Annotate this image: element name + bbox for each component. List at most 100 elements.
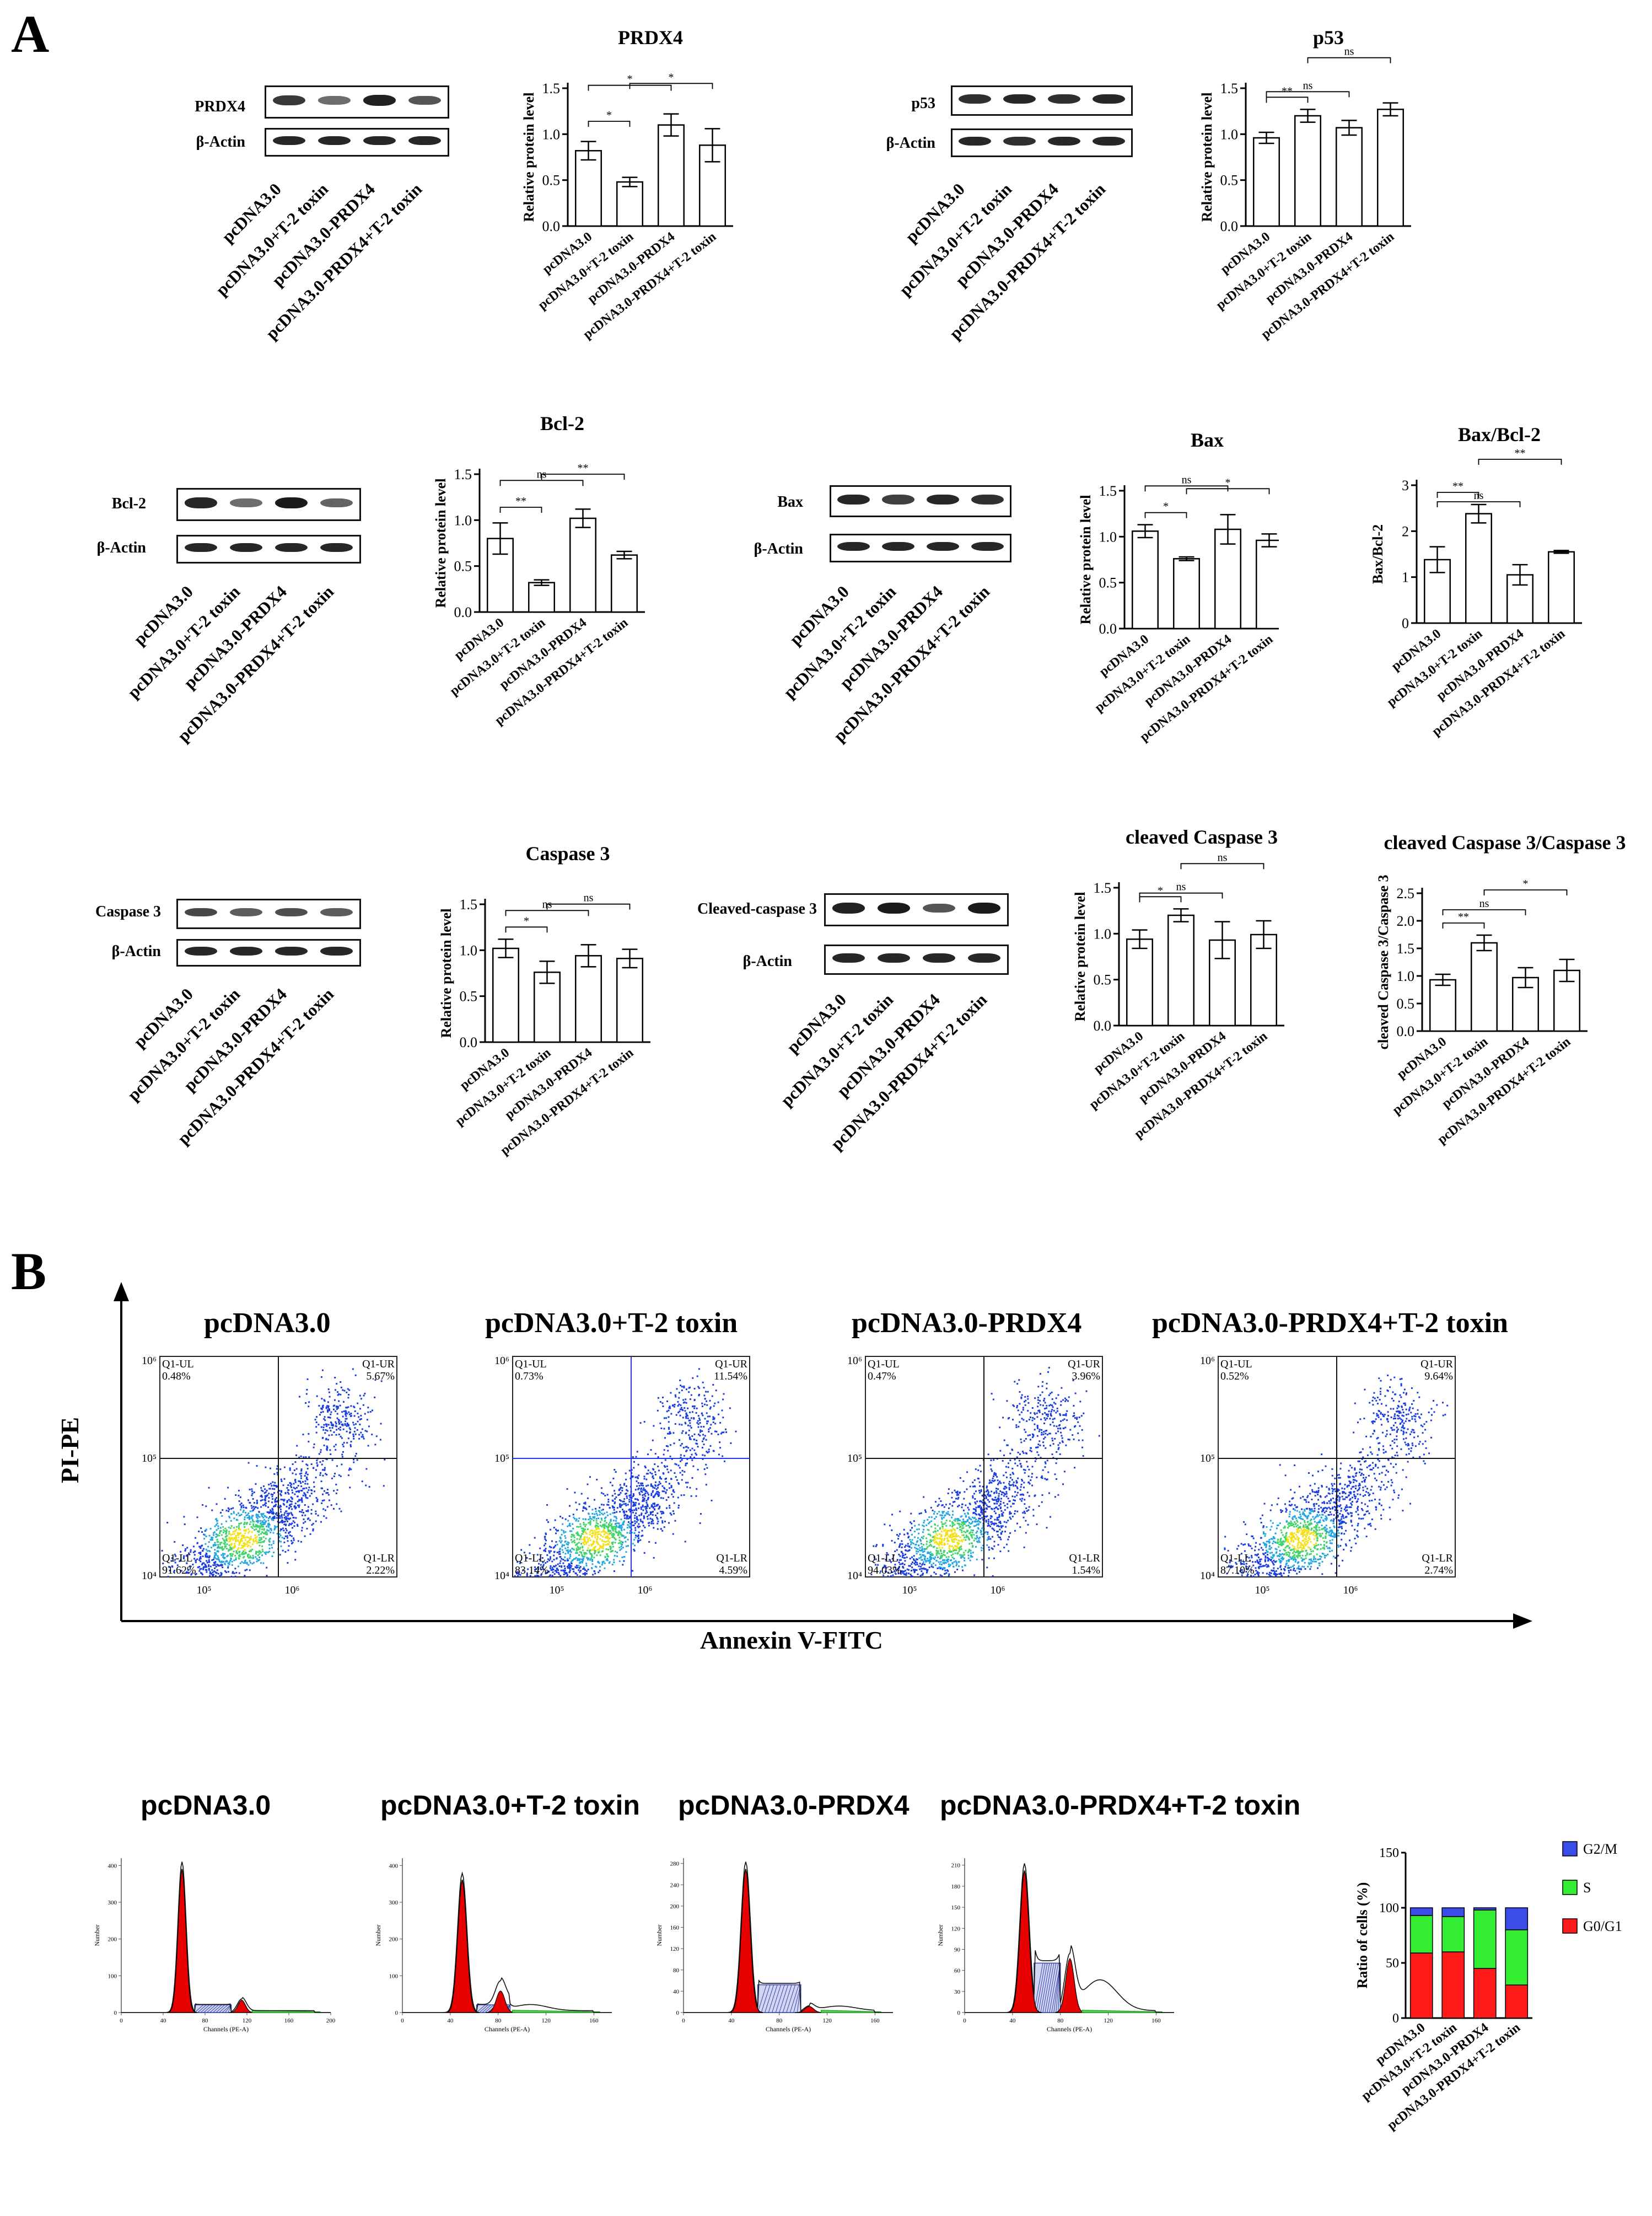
event-dot	[1029, 1439, 1031, 1441]
event-dot	[654, 1471, 657, 1473]
event-dot	[907, 1537, 910, 1538]
event-dot	[619, 1484, 621, 1486]
event-dot	[324, 1490, 325, 1492]
y-axis-label: cleaved Caspase 3/Caspase 3	[1375, 874, 1391, 1049]
blot-band	[1048, 136, 1080, 146]
event-dot	[618, 1539, 621, 1542]
event-dot	[202, 1504, 204, 1506]
event-dot	[1068, 1396, 1070, 1398]
event-dot	[680, 1454, 682, 1456]
event-dot	[951, 1539, 953, 1542]
event-dot	[544, 1536, 546, 1538]
event-dot	[245, 1536, 247, 1538]
event-dot	[333, 1404, 336, 1407]
event-dot	[534, 1569, 536, 1571]
event-dot	[651, 1511, 653, 1514]
event-dot	[612, 1512, 614, 1514]
event-dot	[539, 1558, 541, 1560]
event-dot	[691, 1477, 693, 1479]
event-dot	[272, 1532, 275, 1534]
event-dot	[579, 1525, 582, 1527]
event-dot	[995, 1474, 997, 1476]
event-dot	[585, 1573, 588, 1575]
event-dot	[620, 1546, 622, 1548]
event-dot	[293, 1487, 295, 1489]
event-dot	[962, 1509, 965, 1511]
event-dot	[951, 1545, 954, 1547]
event-dot	[670, 1413, 672, 1415]
event-dot	[615, 1525, 617, 1527]
event-dot	[559, 1562, 561, 1564]
event-dot	[645, 1510, 648, 1512]
event-dot	[1065, 1414, 1067, 1416]
y-tick-label: 1.5	[460, 897, 478, 913]
event-dot	[1034, 1413, 1036, 1415]
event-dot	[272, 1511, 275, 1513]
event-dot	[342, 1415, 344, 1418]
event-dot	[1042, 1433, 1045, 1435]
event-dot	[586, 1570, 588, 1572]
event-dot	[250, 1526, 252, 1528]
event-dot	[991, 1516, 993, 1518]
event-dot	[964, 1521, 966, 1523]
event-dot	[1057, 1410, 1059, 1412]
event-dot	[955, 1538, 957, 1541]
event-dot	[360, 1418, 362, 1420]
event-dot	[534, 1537, 536, 1539]
event-dot	[982, 1533, 984, 1535]
event-dot	[336, 1406, 338, 1408]
event-dot	[591, 1513, 594, 1515]
event-dot	[638, 1474, 640, 1477]
event-dot	[648, 1541, 650, 1543]
event-dot	[643, 1489, 645, 1491]
event-dot	[638, 1540, 640, 1542]
event-dot	[552, 1571, 554, 1573]
event-dot	[633, 1509, 636, 1511]
event-dot	[519, 1574, 521, 1576]
event-dot	[919, 1563, 921, 1565]
event-dot	[348, 1394, 350, 1396]
event-dot	[281, 1517, 283, 1519]
event-dot	[315, 1497, 318, 1499]
event-dot	[589, 1522, 591, 1524]
event-dot	[247, 1528, 250, 1530]
event-dot	[315, 1431, 318, 1434]
event-dot	[308, 1401, 310, 1403]
event-dot	[270, 1509, 272, 1511]
event-dot	[345, 1415, 347, 1417]
event-dot	[636, 1485, 638, 1487]
event-dot	[976, 1500, 978, 1503]
event-dot	[944, 1530, 946, 1532]
event-dot	[707, 1420, 709, 1423]
event-dot	[573, 1549, 575, 1550]
event-dot	[901, 1556, 903, 1558]
event-dot	[245, 1514, 247, 1516]
event-dot	[909, 1565, 911, 1567]
event-dot	[212, 1537, 214, 1539]
event-dot	[1043, 1417, 1046, 1419]
event-dot	[612, 1506, 614, 1509]
event-dot	[943, 1542, 945, 1544]
event-dot	[896, 1559, 898, 1561]
event-dot	[949, 1536, 951, 1538]
event-dot	[1028, 1481, 1030, 1483]
event-dot	[312, 1530, 314, 1532]
event-dot	[272, 1488, 273, 1490]
event-dot	[208, 1569, 210, 1571]
event-dot	[693, 1405, 696, 1407]
event-dot	[882, 1543, 884, 1546]
event-dot	[1041, 1501, 1043, 1503]
event-dot	[261, 1531, 263, 1533]
event-dot	[229, 1546, 232, 1548]
event-dot	[966, 1471, 968, 1473]
event-dot	[1024, 1404, 1026, 1406]
event-dot	[702, 1458, 704, 1460]
event-dot	[975, 1490, 977, 1493]
event-dot	[225, 1533, 227, 1535]
event-dot	[922, 1525, 924, 1527]
event-dot	[674, 1520, 676, 1522]
event-dot	[645, 1507, 648, 1509]
event-dot	[284, 1521, 286, 1522]
event-dot	[942, 1562, 944, 1564]
event-dot	[219, 1560, 220, 1563]
